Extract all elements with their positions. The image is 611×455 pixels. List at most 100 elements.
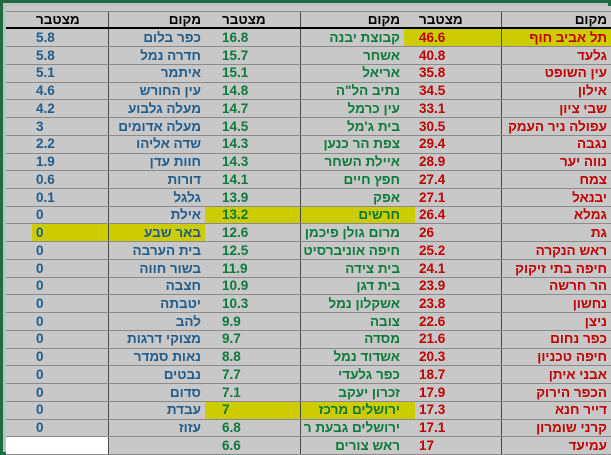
- cell-place[interactable]: שדה אליהו: [108, 135, 205, 153]
- gutter-cell[interactable]: [205, 330, 218, 349]
- cell-place[interactable]: צמח: [501, 171, 611, 188]
- table-row[interactable]: מעלה גלבוע 4.2: [32, 100, 205, 119]
- gutter-cell[interactable]: [404, 366, 415, 385]
- cell-place[interactable]: איתמר: [108, 64, 205, 82]
- cell-place[interactable]: מסדה: [300, 330, 404, 348]
- table-row[interactable]: גלעד 40.8: [415, 47, 611, 65]
- gutter-cell[interactable]: [205, 224, 218, 243]
- gutter-cell[interactable]: [205, 47, 218, 65]
- cell-value[interactable]: 14.3: [222, 154, 249, 170]
- cell-place[interactable]: כפר גלעדי: [300, 366, 404, 384]
- table-row[interactable]: כפר בלום 5.8: [32, 29, 205, 48]
- cell-value[interactable]: 17.3: [419, 402, 446, 418]
- cell-place[interactable]: להב: [108, 313, 205, 330]
- table-row[interactable]: חצבה 0: [32, 277, 205, 296]
- cell-value[interactable]: 35.8: [419, 65, 446, 81]
- gutter-cell[interactable]: [205, 206, 218, 225]
- table-row[interactable]: בית ג'מל 14.5: [218, 118, 404, 136]
- table-row[interactable]: חפץ חיים 14.1: [218, 171, 404, 189]
- gutter-cell[interactable]: [6, 82, 32, 101]
- cell-place[interactable]: חצבה: [108, 277, 205, 295]
- cell-value[interactable]: 15.1: [222, 65, 249, 81]
- table-row[interactable]: חרשים 13.2: [218, 206, 404, 225]
- cell-place[interactable]: נווה יער: [501, 153, 611, 171]
- gutter-cell[interactable]: [404, 437, 415, 455]
- cell-place[interactable]: חפץ חיים: [300, 171, 404, 188]
- cell-value[interactable]: 16.8: [222, 29, 249, 45]
- cell-place[interactable]: יטבתה: [108, 295, 205, 313]
- gutter-cell[interactable]: [205, 348, 218, 367]
- cell-value[interactable]: 23.8: [419, 296, 446, 311]
- gutter-cell[interactable]: [205, 295, 218, 314]
- cell-place[interactable]: ראש הנקרה: [501, 242, 611, 259]
- table-row[interactable]: נגבה 29.4: [415, 135, 611, 154]
- cell-value[interactable]: 7.7: [222, 366, 241, 382]
- table-row[interactable]: ראש הנקרה 25.2: [415, 242, 611, 260]
- gutter-cell[interactable]: [404, 82, 415, 101]
- table-row[interactable]: מסדה 9.7: [218, 330, 404, 349]
- gutter-cell[interactable]: [404, 29, 415, 48]
- cell-value[interactable]: 46.6: [415, 29, 501, 47]
- table-row[interactable]: עמיעד 17: [415, 437, 611, 455]
- cell-place[interactable]: ירושלים מרכז: [300, 401, 404, 419]
- table-row[interactable]: עין השופט 35.8: [415, 64, 611, 83]
- cell-value[interactable]: 22.6: [419, 313, 446, 329]
- cell-value[interactable]: 0: [36, 420, 44, 436]
- table-row[interactable]: חוות עדן 1.9: [32, 153, 205, 172]
- cell-value[interactable]: 7: [218, 401, 300, 419]
- gutter-cell[interactable]: [6, 437, 32, 455]
- cell-place[interactable]: עין החורש: [108, 82, 205, 100]
- table-row[interactable]: שדה אליהו 2.2: [32, 135, 205, 154]
- gutter-cell[interactable]: [404, 348, 415, 367]
- table-row[interactable]: עזוז 0: [32, 419, 205, 438]
- table-row[interactable]: הכפר הירוק 17.9: [415, 384, 611, 402]
- table-row[interactable]: זכרון יעקב 7.1: [218, 384, 404, 402]
- cell-value[interactable]: 30.5: [419, 118, 446, 134]
- table-row[interactable]: ירושלים מרכז 7: [218, 401, 404, 420]
- cell-value[interactable]: 10.3: [222, 296, 249, 311]
- cell-place[interactable]: חוות עדן: [108, 153, 205, 171]
- gutter-cell[interactable]: [205, 401, 218, 420]
- cell-place[interactable]: עפולה ניר העמק: [501, 118, 611, 135]
- cell-value[interactable]: 0: [36, 384, 44, 400]
- table-row[interactable]: בשור חווה 0: [32, 259, 205, 278]
- table-row[interactable]: ראש צורים 6.6: [218, 437, 404, 455]
- gutter-cell[interactable]: [205, 384, 218, 402]
- cell-place[interactable]: בית צידה: [300, 259, 404, 277]
- gutter-cell[interactable]: [404, 384, 415, 402]
- cell-place[interactable]: נתיב הל"ה: [300, 82, 404, 100]
- gutter-cell[interactable]: [205, 259, 218, 278]
- gutter-cell[interactable]: [404, 135, 415, 154]
- table-row[interactable]: צובה 9.9: [218, 313, 404, 331]
- cell-place[interactable]: בית ג'מל: [300, 118, 404, 135]
- cell-value[interactable]: 23.9: [419, 278, 446, 294]
- cell-place[interactable]: דייר חנא: [501, 401, 611, 419]
- gutter-cell[interactable]: [6, 188, 32, 207]
- cell-value[interactable]: 40.8: [419, 47, 446, 63]
- table-row[interactable]: [32, 437, 205, 455]
- cell-place[interactable]: גת: [501, 224, 611, 242]
- gutter-cell[interactable]: [6, 259, 32, 278]
- table-row[interactable]: צפת הר כנען 14.3: [218, 135, 404, 154]
- table-row[interactable]: דורות 0.6: [32, 171, 205, 189]
- cell-value[interactable]: 34.5: [419, 83, 446, 99]
- gutter-cell[interactable]: [404, 153, 415, 172]
- table-row[interactable]: חיפה אוניברסיט 12.5: [218, 242, 404, 260]
- cell-value[interactable]: 0: [36, 242, 44, 258]
- gutter-cell[interactable]: [6, 348, 32, 367]
- gutter-cell[interactable]: [404, 64, 415, 83]
- table-row[interactable]: תל אביב חוף 46.6: [415, 29, 611, 48]
- gutter-cell[interactable]: [205, 437, 218, 455]
- cell-place[interactable]: נחשון: [501, 295, 611, 313]
- table-row[interactable]: מעלה אדומים 3: [32, 118, 205, 136]
- cell-place[interactable]: קרני שומרון: [501, 419, 611, 437]
- table-row[interactable]: הר חרשה 23.9: [415, 277, 611, 296]
- table-row[interactable]: נתיב הל"ה 14.8: [218, 82, 404, 101]
- cell-value[interactable]: 28.9: [419, 154, 446, 170]
- cell-place[interactable]: כפר בלום: [108, 29, 205, 47]
- cell-value[interactable]: 12.5: [222, 242, 249, 258]
- cell-value[interactable]: 24.1: [419, 260, 446, 276]
- table-row[interactable]: אריאל 15.1: [218, 64, 404, 83]
- cell-value[interactable]: 13.2: [218, 206, 300, 224]
- cell-value[interactable]: 0: [36, 331, 44, 347]
